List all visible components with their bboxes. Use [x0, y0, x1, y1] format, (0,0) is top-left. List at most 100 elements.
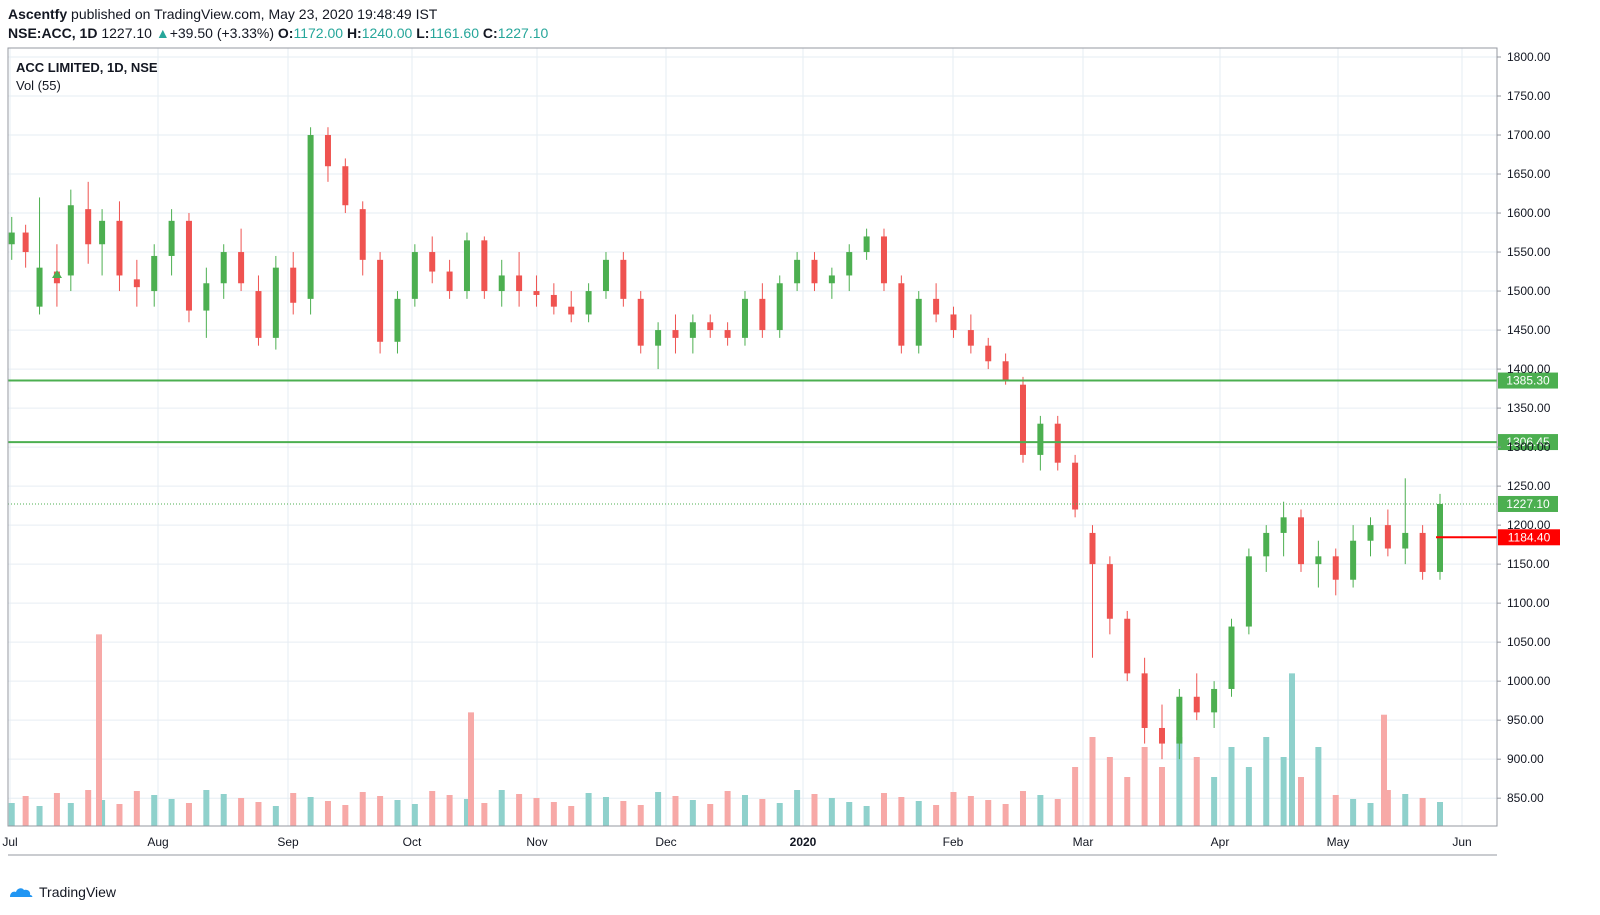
last-price-box [1498, 495, 1558, 512]
candle-body [1158, 727, 1165, 744]
price-tick-label: 1450.00 [1507, 323, 1551, 337]
volume-bar [1037, 795, 1044, 826]
candle-body [1106, 564, 1113, 619]
time-tick-label: Oct [403, 835, 422, 849]
candle-body [985, 345, 992, 362]
candle-body [655, 330, 662, 346]
candle-body [99, 220, 106, 245]
candle-body [1193, 696, 1200, 713]
high-value: 1240.00 [361, 25, 413, 41]
volume-bar [672, 796, 679, 826]
candle-body [1332, 556, 1339, 580]
time-axis: Jul Aug Sep Oct Nov Dec 2020 Feb Mar Apr May Jun [2, 835, 1471, 849]
volume-bar [342, 805, 349, 826]
volume-bar [950, 792, 957, 826]
publish-info: Ascentfy published on TradingView.com, M… [8, 6, 437, 22]
candle-body [585, 291, 592, 315]
candle-body [550, 294, 557, 307]
volume-bar [290, 793, 297, 826]
time-tick-label: Mar [1073, 835, 1094, 849]
candle-body [133, 279, 140, 288]
volume-spike [1289, 673, 1295, 826]
volume-bar [498, 790, 505, 826]
price-tick-label: 1650.00 [1507, 167, 1551, 181]
volume-bar [85, 790, 92, 826]
time-tick-label: Nov [526, 835, 547, 849]
price-axis: 1800.00 1750.00 1700.00 1650.00 1600.00 1550.… [1497, 50, 1551, 805]
volume-bar [446, 795, 453, 826]
volume-bar [1384, 790, 1391, 826]
marker-label: 1184.40 [1508, 530, 1551, 544]
volume-bar [220, 794, 227, 826]
volume-bar [550, 802, 557, 826]
volume-bar [272, 806, 279, 826]
candle-body [203, 283, 210, 311]
candle-body [1002, 361, 1009, 381]
candle-body [1350, 540, 1357, 580]
candle-body [377, 259, 384, 342]
candle-body [1263, 532, 1270, 557]
candle-body [481, 240, 488, 292]
volume-bar [1367, 803, 1374, 826]
candle-body [707, 322, 714, 331]
candle-body [724, 330, 731, 338]
candle-body [1176, 696, 1183, 744]
time-tick-label: Aug [147, 835, 168, 849]
volume-bar [377, 796, 384, 826]
horizontal-lines: 1385.30 1306.45 1227.10 1184.40 [8, 372, 1560, 546]
time-tick-label: May [1327, 835, 1350, 849]
author-name[interactable]: Ascentfy [8, 6, 68, 22]
candle-body [36, 267, 43, 307]
close-label: C: [482, 25, 498, 41]
legend-title: ACC LIMITED, 1D, NSE [16, 60, 158, 75]
candle-body [185, 220, 192, 311]
price-tick-label: 1250.00 [1507, 479, 1551, 493]
volume-bar [1263, 737, 1270, 826]
candle-body [1037, 423, 1044, 455]
price-tick-label: 1100.00 [1507, 596, 1550, 610]
volume-bar [481, 803, 488, 826]
volume-spike [96, 634, 102, 826]
candle-body [620, 259, 627, 299]
candle-body [1245, 556, 1252, 627]
publish-text: published on TradingView.com, May 23, 20… [71, 6, 438, 22]
candle-body [411, 252, 418, 299]
candle-body [67, 205, 74, 276]
candle-body [1211, 688, 1218, 713]
candle-body [898, 283, 905, 346]
price-tick-label: 1600.00 [1507, 206, 1551, 220]
volume-bar [1437, 802, 1443, 826]
candle-body [1054, 423, 1061, 463]
volume-bar [1332, 795, 1339, 826]
candle-body [689, 322, 696, 338]
volume-bar [1054, 799, 1061, 826]
candle-body [811, 259, 818, 284]
candle-body [272, 267, 279, 338]
time-tick-label: Apr [1211, 835, 1230, 849]
volume-bar [585, 793, 592, 826]
volume-bar [307, 797, 314, 826]
candlesticks [8, 127, 1443, 760]
candle-body [85, 209, 92, 245]
candle-body [446, 271, 453, 292]
plot-frame [7, 47, 1498, 827]
price-tick-label: 1300.00 [1507, 440, 1551, 454]
candle-body [967, 330, 974, 346]
time-tick-label: Feb [943, 835, 964, 849]
volume-bar [759, 799, 766, 826]
time-tick-label: Sep [277, 835, 299, 849]
candle-body [429, 252, 436, 272]
candle-body [359, 209, 366, 260]
ohlc-header: NSE:ACC, 1D 1227.10 ▲+39.50 (+3.33%) O:1… [8, 25, 548, 41]
volume-bar [1402, 794, 1409, 826]
volume-bar [1072, 767, 1079, 826]
volume-bar [429, 791, 436, 826]
cloud-icon [10, 888, 33, 897]
tradingview-logo[interactable]: TradingView [8, 884, 116, 900]
time-tick-label: Jun [1452, 835, 1471, 849]
candle-body [776, 283, 783, 331]
volume-bar [915, 801, 922, 826]
candle-body [1019, 384, 1026, 455]
candle-body [1297, 517, 1304, 565]
